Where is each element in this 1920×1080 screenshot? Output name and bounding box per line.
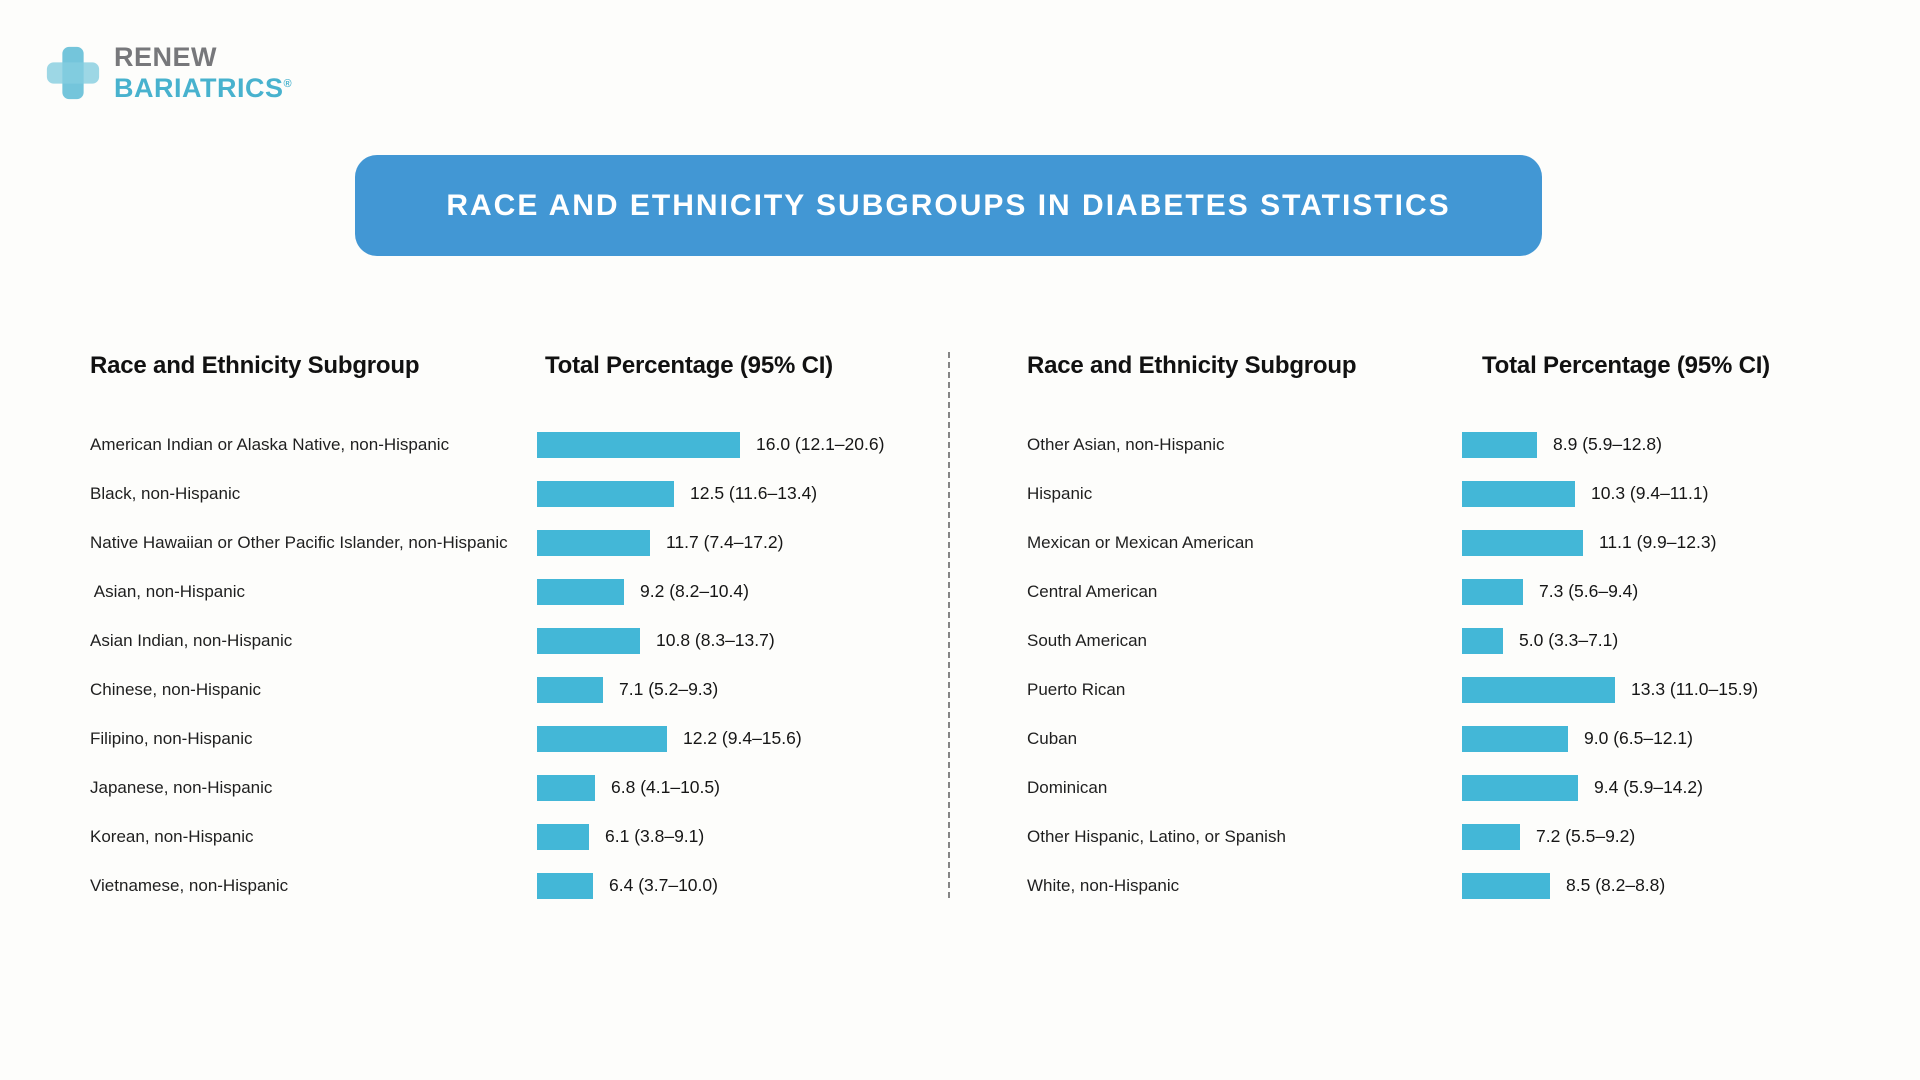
table-row: Other Hispanic, Latino, or Spanish 7.2 (… xyxy=(1027,812,1887,861)
table-row: Central American 7.3 (5.6–9.4) xyxy=(1027,567,1887,616)
value-bar xyxy=(1462,725,1568,752)
row-label: Vietnamese, non-Hispanic xyxy=(90,875,289,895)
row-label: Central American xyxy=(1027,581,1158,601)
value-bar xyxy=(537,823,589,850)
row-value: 9.0 (6.5–12.1) xyxy=(1584,728,1693,748)
medical-cross-icon xyxy=(44,44,102,102)
value-bar xyxy=(537,774,595,801)
table-row: American Indian or Alaska Native, non-Hi… xyxy=(90,420,950,469)
row-value: 8.5 (8.2–8.8) xyxy=(1566,875,1666,895)
table-row: Asian, non-Hispanic 9.2 (8.2–10.4) xyxy=(90,567,950,616)
value-bar xyxy=(537,627,640,654)
row-label: Asian Indian, non-Hispanic xyxy=(90,630,293,650)
row-value: 11.1 (9.9–12.3) xyxy=(1599,532,1717,552)
row-value: 7.2 (5.5–9.2) xyxy=(1536,826,1636,846)
column-header-percentage: Total Percentage (95% CI) xyxy=(545,352,833,379)
table-row: Other Asian, non-Hispanic 8.9 (5.9–12.8) xyxy=(1027,420,1887,469)
value-bar xyxy=(537,676,603,703)
value-bar xyxy=(537,725,667,752)
table-row: Native Hawaiian or Other Pacific Islande… xyxy=(90,518,950,567)
title-banner: RACE AND ETHNICITY SUBGROUPS IN DIABETES… xyxy=(355,155,1542,256)
row-label: Black, non-Hispanic xyxy=(90,483,241,503)
row-label: American Indian or Alaska Native, non-Hi… xyxy=(90,434,450,454)
table-left-rows: American Indian or Alaska Native, non-Hi… xyxy=(90,420,950,910)
column-header-percentage: Total Percentage (95% CI) xyxy=(1482,352,1770,379)
row-value: 6.1 (3.8–9.1) xyxy=(605,826,705,846)
row-value: 8.9 (5.9–12.8) xyxy=(1553,434,1662,454)
table-right-rows: Other Asian, non-Hispanic 8.9 (5.9–12.8)… xyxy=(1027,420,1887,910)
column-header-subgroup: Race and Ethnicity Subgroup xyxy=(1027,352,1357,379)
row-value: 11.7 (7.4–17.2) xyxy=(666,532,784,552)
value-bar xyxy=(1462,627,1503,654)
row-label: Native Hawaiian or Other Pacific Islande… xyxy=(90,532,508,552)
value-bar xyxy=(537,431,740,458)
row-label: Korean, non-Hispanic xyxy=(90,826,254,846)
table-row: Korean, non-Hispanic 6.1 (3.8–9.1) xyxy=(90,812,950,861)
value-bar xyxy=(1462,872,1550,899)
row-value: 9.4 (5.9–14.2) xyxy=(1594,777,1703,797)
value-bar xyxy=(1462,578,1523,605)
value-bar xyxy=(1462,480,1575,507)
row-value: 6.4 (3.7–10.0) xyxy=(609,875,718,895)
table-row: South American 5.0 (3.3–7.1) xyxy=(1027,616,1887,665)
row-label: Asian, non-Hispanic xyxy=(90,581,245,601)
table-row: Japanese, non-Hispanic 6.8 (4.1–10.5) xyxy=(90,763,950,812)
table-row: Chinese, non-Hispanic 7.1 (5.2–9.3) xyxy=(90,665,950,714)
table-row: Puerto Rican 13.3 (11.0–15.9) xyxy=(1027,665,1887,714)
brand-logo: RENEW BARIATRICS® xyxy=(44,44,292,102)
value-bar xyxy=(1462,823,1520,850)
row-label: Dominican xyxy=(1027,777,1108,797)
row-label: Hispanic xyxy=(1027,483,1093,503)
column-header-subgroup: Race and Ethnicity Subgroup xyxy=(90,352,420,379)
row-value: 13.3 (11.0–15.9) xyxy=(1631,679,1759,699)
page-title: RACE AND ETHNICITY SUBGROUPS IN DIABETES… xyxy=(446,188,1451,222)
row-label: Cuban xyxy=(1027,728,1078,748)
row-value: 12.2 (9.4–15.6) xyxy=(683,728,802,748)
row-label: Other Hispanic, Latino, or Spanish xyxy=(1027,826,1286,846)
row-value: 5.0 (3.3–7.1) xyxy=(1519,630,1619,650)
row-label: Chinese, non-Hispanic xyxy=(90,679,262,699)
table-row: Asian Indian, non-Hispanic 10.8 (8.3–13.… xyxy=(90,616,950,665)
value-bar xyxy=(1462,431,1537,458)
table-row: Black, non-Hispanic 12.5 (11.6–13.4) xyxy=(90,469,950,518)
value-bar xyxy=(1462,774,1578,801)
table-row: White, non-Hispanic 8.5 (8.2–8.8) xyxy=(1027,861,1887,910)
table-row: Vietnamese, non-Hispanic 6.4 (3.7–10.0) xyxy=(90,861,950,910)
brand-name-top: RENEW xyxy=(114,42,217,72)
brand-name-bottom: BARIATRICS® xyxy=(114,73,293,103)
value-bar xyxy=(537,872,593,899)
brand-wordmark: RENEW BARIATRICS® xyxy=(114,44,292,102)
row-value: 9.2 (8.2–10.4) xyxy=(640,581,749,601)
registered-trademark-symbol: ® xyxy=(283,78,293,90)
value-bar xyxy=(1462,676,1615,703)
value-bar xyxy=(537,578,624,605)
value-bar xyxy=(1462,529,1583,556)
row-label: White, non-Hispanic xyxy=(1027,875,1180,895)
table-row: Dominican 9.4 (5.9–14.2) xyxy=(1027,763,1887,812)
row-label: South American xyxy=(1027,630,1148,650)
table-row: Cuban 9.0 (6.5–12.1) xyxy=(1027,714,1887,763)
row-label: Puerto Rican xyxy=(1027,679,1126,699)
row-value: 10.3 (9.4–11.1) xyxy=(1591,483,1709,503)
row-value: 16.0 (12.1–20.6) xyxy=(756,434,885,454)
value-bar xyxy=(537,480,674,507)
row-label: Mexican or Mexican American xyxy=(1027,532,1254,552)
row-value: 6.8 (4.1–10.5) xyxy=(611,777,720,797)
table-row: Filipino, non-Hispanic 12.2 (9.4–15.6) xyxy=(90,714,950,763)
column-divider xyxy=(948,352,950,898)
value-bar xyxy=(537,529,650,556)
row-label: Japanese, non-Hispanic xyxy=(90,777,273,797)
row-value: 7.1 (5.2–9.3) xyxy=(619,679,719,699)
table-row: Hispanic 10.3 (9.4–11.1) xyxy=(1027,469,1887,518)
table-row: Mexican or Mexican American 11.1 (9.9–12… xyxy=(1027,518,1887,567)
row-value: 12.5 (11.6–13.4) xyxy=(690,483,818,503)
row-value: 10.8 (8.3–13.7) xyxy=(656,630,775,650)
row-label: Other Asian, non-Hispanic xyxy=(1027,434,1225,454)
row-value: 7.3 (5.6–9.4) xyxy=(1539,581,1639,601)
row-label: Filipino, non-Hispanic xyxy=(90,728,253,748)
